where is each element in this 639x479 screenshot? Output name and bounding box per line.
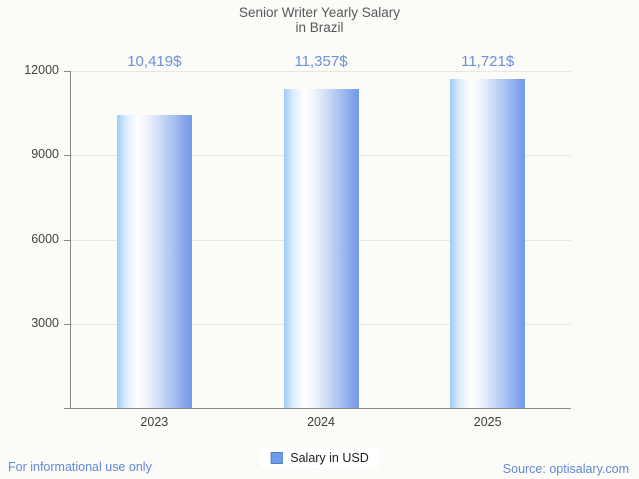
x-axis-label-2024: 2024 [307, 415, 335, 429]
x-axis-label-2025: 2025 [473, 415, 502, 429]
value-label-2023: 10,419$ [127, 53, 182, 70]
y-axis-label-3000: 3000 [31, 315, 59, 330]
y-tick-mark [64, 239, 70, 241]
value-label-2025: 11,721$ [461, 53, 515, 70]
y-axis-label-9000: 9000 [31, 147, 59, 162]
source-link[interactable]: Source: optisalary.com [502, 462, 629, 476]
value-label-2024: 11,357$ [294, 53, 348, 70]
gridline-12000 [71, 71, 571, 72]
plot-area: 12000 9000 6000 3000 10,419$ 2023 11,357$ 2024 1… [24, 53, 571, 429]
y-tick-mark [64, 71, 70, 72]
legend-swatch-icon [270, 452, 283, 464]
informational-note: For informational use only [8, 460, 152, 474]
y-tick-mark [64, 408, 70, 409]
y-axis-label-12000: 12000 [24, 63, 59, 77]
y-tick-mark [64, 155, 70, 157]
bar-2023[interactable] [116, 115, 192, 408]
y-axis-label-6000: 6000 [31, 231, 59, 246]
y-tick-mark [64, 323, 70, 325]
x-axis-label-2023: 2023 [140, 415, 169, 429]
legend-label: Salary in USD [290, 451, 369, 465]
chart-title: Senior Writer Yearly Salary in Brazil [238, 5, 401, 35]
bar-2024[interactable] [283, 89, 359, 408]
bar-2025[interactable] [450, 78, 526, 408]
source-block: Source: optisalary.com Generated May 202… [503, 442, 629, 479]
legend: Salary in USD [260, 448, 379, 468]
